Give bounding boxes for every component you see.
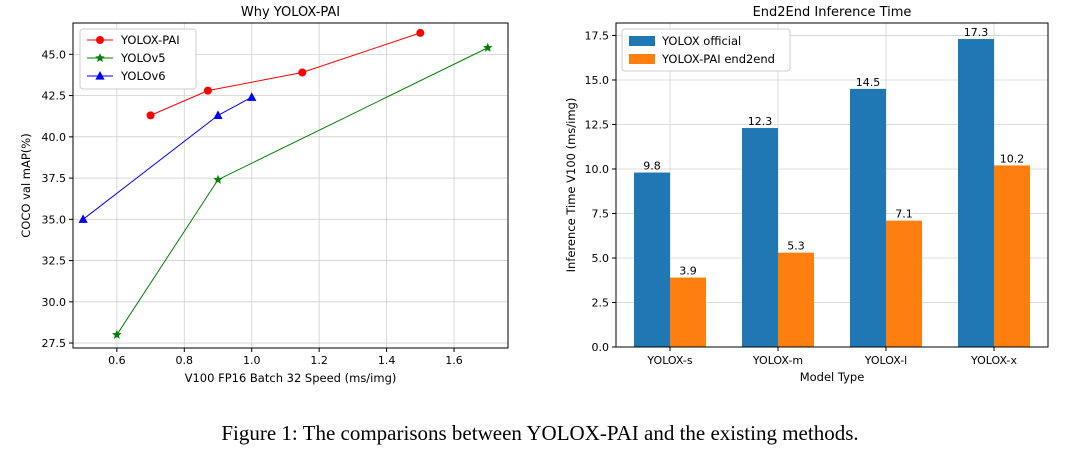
bar [670, 277, 706, 347]
y-tick-label: 2.5 [592, 296, 610, 309]
legend-label: YOLOX-PAI end2end [661, 52, 775, 66]
y-tick-label: 35.0 [42, 213, 67, 226]
data-point [213, 110, 223, 119]
data-point [112, 329, 122, 339]
data-point [78, 214, 88, 223]
data-point [298, 68, 307, 77]
bar [742, 128, 778, 347]
x-tick-label: 1.6 [445, 354, 463, 367]
chart-title: End2End Inference Time [753, 5, 912, 20]
x-tick-label: 1.0 [243, 354, 261, 367]
bar-value-label: 5.3 [787, 240, 805, 253]
y-axis-label: Inference Time V100 (ms/img) [564, 98, 578, 273]
y-tick-label: 7.5 [592, 207, 610, 220]
bar-value-label: 10.2 [1000, 152, 1025, 165]
y-tick-label: 17.5 [585, 29, 610, 42]
line-chart-panel: 0.6 0.8 1.0 1.2 1.4 1.6 27.5 30.0 32.5 35.0 37.5 40… [19, 5, 509, 385]
series-line [82, 96, 252, 220]
bar-value-label: 7.1 [895, 208, 913, 221]
legend-label: YOLOX-PAI [120, 33, 180, 47]
plot-frame [72, 22, 509, 349]
data-point [247, 92, 257, 101]
y-tick-label: 5.0 [592, 252, 610, 265]
legend-marker [96, 36, 104, 44]
legend: YOLOX official YOLOX-PAI end2end [621, 28, 791, 72]
bar-value-label: 17.3 [964, 26, 989, 39]
legend-label: YOLOX official [661, 34, 741, 48]
bar [850, 88, 886, 347]
y-tick-label: 42.5 [42, 90, 67, 103]
bar-value-label: 9.8 [643, 160, 661, 173]
y-tick-label: 15.0 [585, 74, 610, 87]
y-tick-label: 12.5 [585, 118, 610, 131]
bar-chart-panel: 9.8 12.3 14.5 17.3 3.9 5.3 7.1 10.2 YOLOX-s YOLOX… [564, 5, 1049, 384]
y-tick-label: 0.0 [592, 341, 610, 354]
y-tick-label: 30.0 [42, 296, 67, 309]
x-tick-label: YOLOX-x [970, 354, 1017, 367]
x-tick-label: YOLOX-m [752, 354, 803, 367]
y-tick-label: 32.5 [42, 255, 67, 268]
bar [778, 252, 814, 347]
legend-label: YOLOv5 [120, 51, 166, 65]
legend-label: YOLOv6 [120, 69, 166, 83]
x-tick-label: 1.4 [378, 354, 396, 367]
bar [994, 165, 1030, 347]
x-axis-label: V100 FP16 Batch 32 Speed (ms/img) [185, 371, 397, 385]
x-tick-label: 0.8 [176, 354, 194, 367]
bar [886, 220, 922, 347]
figure-caption: Figure 1: The comparisons between YOLOX-… [221, 421, 858, 445]
legend: YOLOX-PAI YOLOv5 YOLOv6 [79, 28, 197, 90]
y-axis-label: COCO val mAP(%) [19, 133, 33, 237]
x-tick-label: 1.2 [310, 354, 328, 367]
bar-value-label: 3.9 [679, 265, 697, 278]
legend-marker [95, 71, 105, 80]
bar-value-label: 12.3 [748, 115, 773, 128]
bar-value-label: 14.5 [856, 76, 881, 89]
y-tick-label: 27.5 [42, 337, 67, 350]
chart-title: Why YOLOX-PAI [241, 5, 340, 20]
y-tick-label: 40.0 [42, 131, 67, 144]
data-point [416, 28, 425, 37]
legend-marker [95, 53, 105, 63]
bar [958, 39, 994, 348]
x-tick-label: 0.6 [108, 354, 126, 367]
y-tick-label: 37.5 [42, 172, 67, 185]
x-tick-label: YOLOX-l [864, 354, 907, 367]
bar [634, 172, 670, 347]
y-tick-label: 10.0 [585, 163, 610, 176]
data-point [146, 111, 155, 120]
legend-box [79, 28, 197, 90]
data-point [483, 42, 493, 52]
data-point [203, 86, 212, 95]
legend-box [621, 28, 791, 72]
x-tick-label: YOLOX-s [646, 354, 692, 367]
series-line [116, 47, 488, 336]
legend-swatch [629, 36, 655, 46]
plot-frame [615, 22, 1049, 348]
x-axis-label: Model Type [800, 370, 865, 384]
series-line [150, 32, 421, 116]
y-tick-label: 45.0 [42, 48, 67, 61]
data-point [213, 174, 223, 184]
legend-swatch [629, 54, 655, 64]
